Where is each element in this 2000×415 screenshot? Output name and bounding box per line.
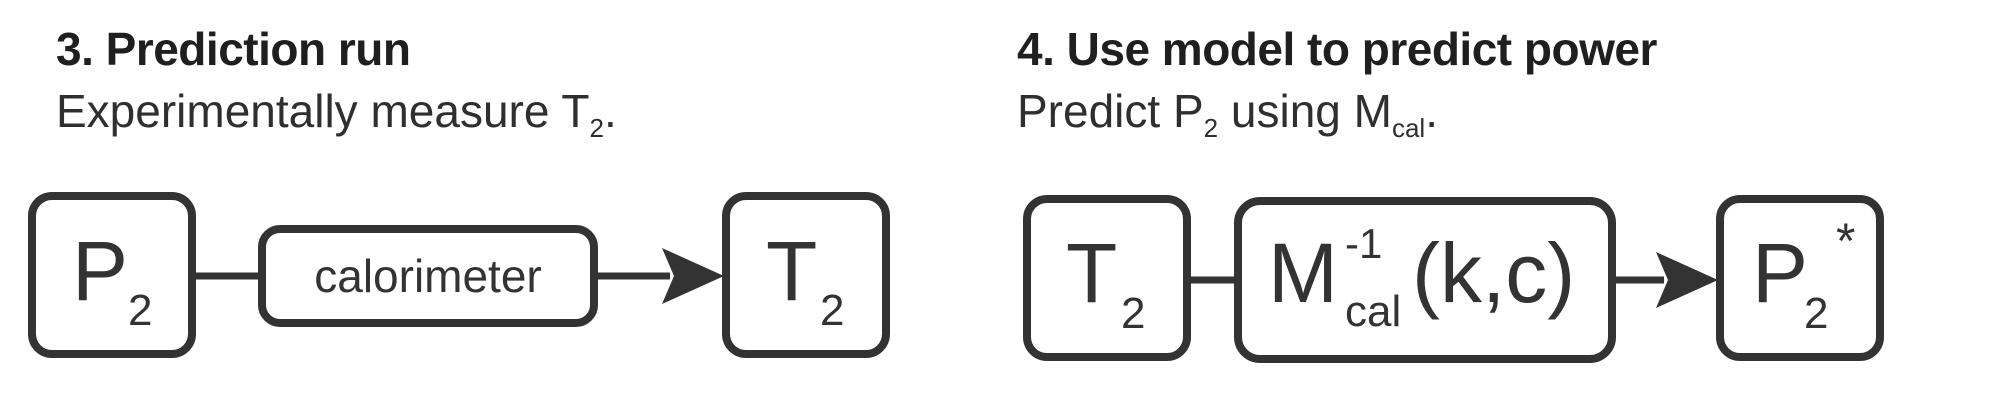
- box-inverse-model-args: (k,c): [1412, 226, 1575, 320]
- box-p2-input-label: P: [72, 224, 128, 318]
- panel-3-subtitle-subscript: 2: [589, 113, 604, 143]
- panel-4-subtitle-subscript: 2: [1203, 113, 1219, 143]
- box-t2-input-label: T: [1066, 226, 1117, 320]
- panel-4-heading: 4. Use model to predict power: [1017, 23, 1657, 75]
- box-inverse-model-subscript: cal: [1345, 287, 1401, 336]
- arrow-calorimeter-to-t2-head: [662, 248, 724, 304]
- panel-4-subtitle-text-2: using M: [1218, 85, 1392, 137]
- panel-4-subtitle-tail: .: [1425, 85, 1438, 137]
- box-t2-output: [722, 192, 890, 358]
- box-p2-predicted: [1716, 195, 1884, 361]
- panel-4-subtitle: Predict P2 using Mcal.: [1017, 88, 1438, 141]
- box-p2-predicted-subscript: 2: [1804, 289, 1828, 338]
- box-p2-predicted-superscript: *: [1836, 213, 1855, 269]
- arrow-model-to-p2-head: [1656, 252, 1718, 308]
- box-t2-input-subscript: 2: [1121, 289, 1145, 338]
- box-t2-output-label: T: [766, 224, 817, 318]
- box-calorimeter-label: calorimeter: [314, 250, 542, 302]
- panel-3-subtitle-text: Experimentally measure T: [56, 85, 590, 137]
- box-inverse-model-main: M: [1268, 226, 1338, 320]
- box-p2-predicted-label: P: [1752, 226, 1808, 320]
- panel-3-subtitle: Experimentally measure T2.: [56, 88, 617, 141]
- panel-4-subtitle-subscript-2: cal: [1391, 113, 1426, 143]
- panel-3-heading: 3. Prediction run: [56, 23, 411, 75]
- panel-3-subtitle-tail: .: [603, 85, 617, 137]
- box-t2-output-subscript: 2: [820, 286, 844, 335]
- box-inverse-model-superscript: -1: [1345, 220, 1382, 267]
- box-p2-input-subscript: 2: [128, 286, 152, 335]
- panel-4-subtitle-text: Predict P: [1017, 85, 1204, 137]
